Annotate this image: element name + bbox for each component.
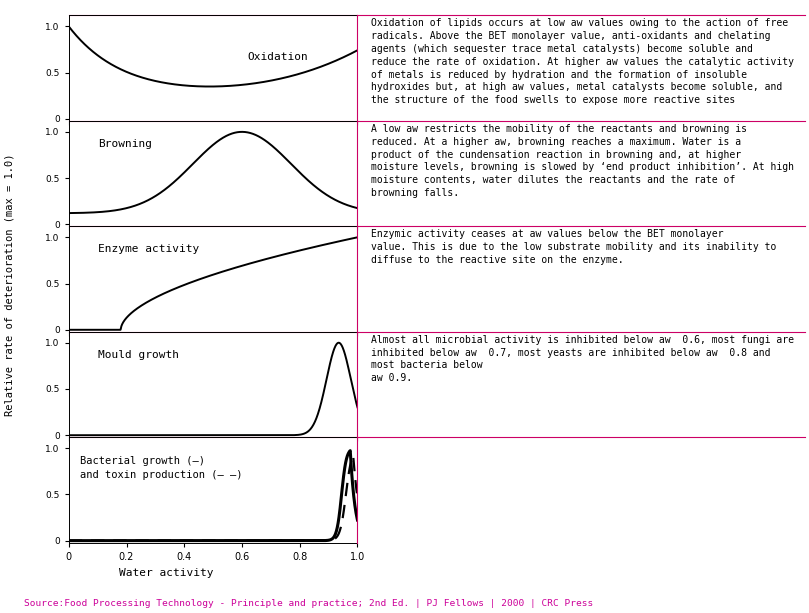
Text: Almost all microbial activity is inhibited below aw  0.6, most fungi are
inhibit: Almost all microbial activity is inhibit… [371,335,794,383]
Text: A low aw restricts the mobility of the reactants and browning is
reduced. At a h: A low aw restricts the mobility of the r… [371,124,794,198]
Text: Enzymic activity ceases at aw values below the BET monolayer
value. This is due : Enzymic activity ceases at aw values bel… [371,229,777,265]
Text: Mould growth: Mould growth [98,350,179,360]
Text: Enzyme activity: Enzyme activity [98,245,199,254]
Text: Bacterial growth (—)
and toxin production (– –): Bacterial growth (—) and toxin productio… [80,456,243,480]
Text: Relative rate of deterioration (max = 1.0): Relative rate of deterioration (max = 1.… [5,154,15,416]
Text: Oxidation: Oxidation [248,53,308,63]
Text: Oxidation of lipids occurs at low aw values owing to the action of free
radicals: Oxidation of lipids occurs at low aw val… [371,18,794,105]
Text: Source:Food Processing Technology - Principle and practice; 2nd Ed. | PJ Fellows: Source:Food Processing Technology - Prin… [24,599,594,608]
Text: Browning: Browning [98,139,151,149]
Text: Water activity: Water activity [119,568,213,578]
